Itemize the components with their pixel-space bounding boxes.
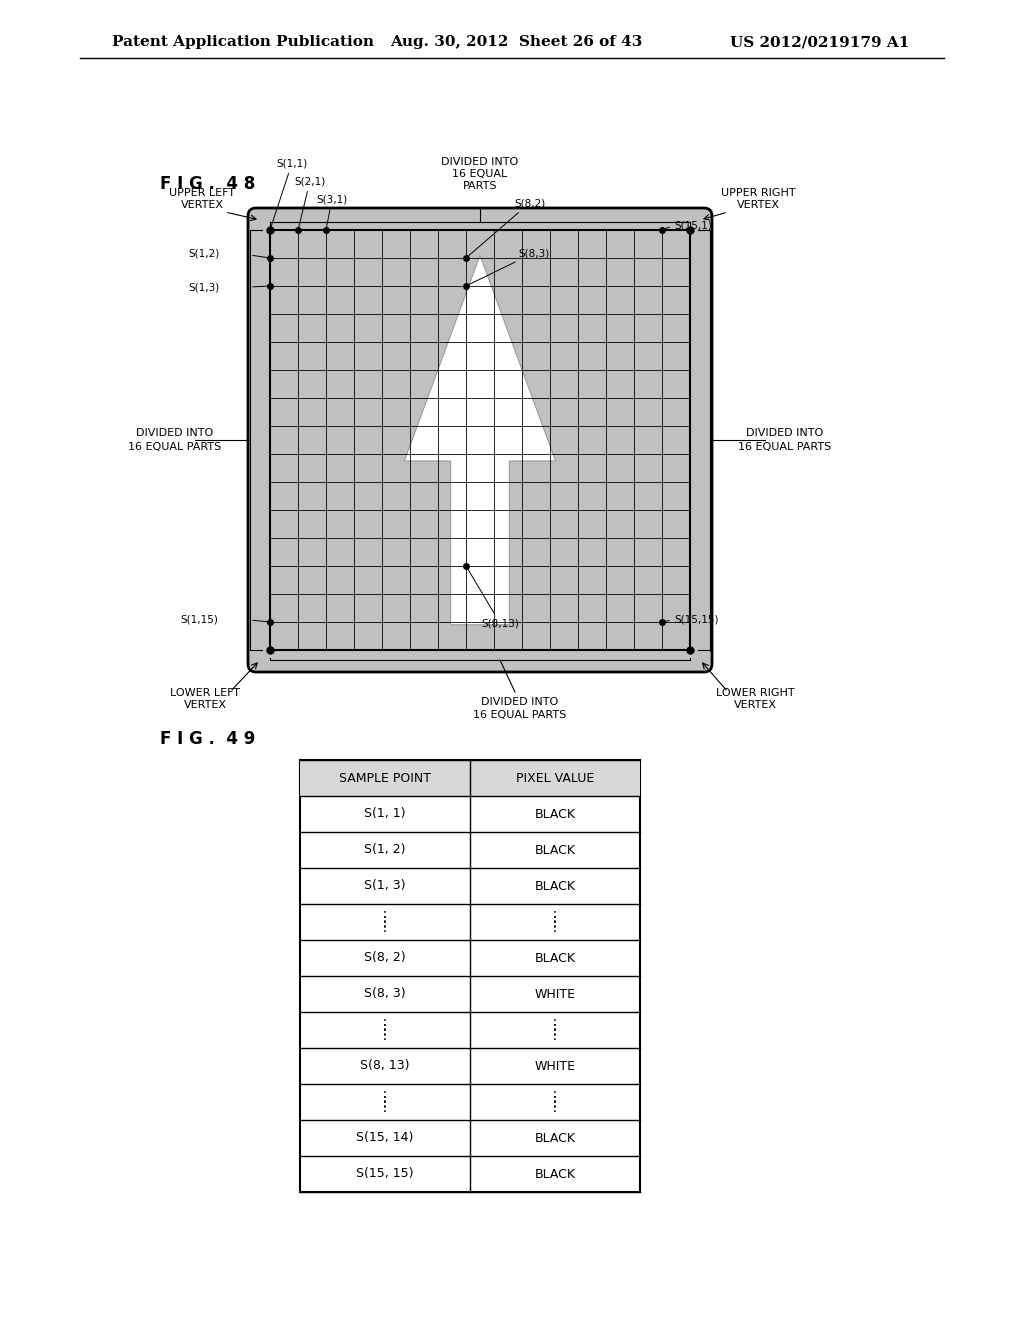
Text: S(1,3): S(1,3) [188,282,219,293]
Text: Aug. 30, 2012  Sheet 26 of 43: Aug. 30, 2012 Sheet 26 of 43 [390,36,642,49]
Text: ⋮: ⋮ [378,920,392,935]
Text: DIVIDED INTO: DIVIDED INTO [441,157,518,168]
Text: WHITE: WHITE [535,987,575,1001]
Text: S(15, 14): S(15, 14) [356,1131,414,1144]
Text: S(8,13): S(8,13) [467,569,519,628]
Text: PIXEL VALUE: PIXEL VALUE [516,771,594,784]
Text: ⋮: ⋮ [548,1018,562,1032]
Text: S(3,1): S(3,1) [316,194,347,227]
Text: S(1,2): S(1,2) [188,248,219,257]
Text: BLACK: BLACK [535,879,575,892]
Text: S(2,1): S(2,1) [294,176,326,227]
Text: S(8,2): S(8,2) [468,198,545,256]
Text: 16 EQUAL PARTS: 16 EQUAL PARTS [473,710,566,719]
Text: ⋮: ⋮ [378,909,392,924]
Text: F I G .  4 8: F I G . 4 8 [160,176,255,193]
Text: DIVIDED INTO: DIVIDED INTO [746,428,823,438]
Text: 16 EQUAL: 16 EQUAL [453,169,508,180]
Text: VERTEX: VERTEX [733,700,776,710]
Text: DIVIDED INTO: DIVIDED INTO [481,697,559,708]
Text: ⋮: ⋮ [378,1090,392,1104]
Text: S(15, 15): S(15, 15) [356,1167,414,1180]
Text: S(1, 1): S(1, 1) [365,808,406,821]
Text: UPPER RIGHT: UPPER RIGHT [721,187,796,198]
Text: ⋮: ⋮ [548,1096,562,1109]
Bar [300,760,640,796]
Text: BLACK: BLACK [535,952,575,965]
Text: VERTEX: VERTEX [183,700,226,710]
Text: ⋮: ⋮ [378,1018,392,1032]
Text: US 2012/0219179 A1: US 2012/0219179 A1 [730,36,909,49]
Text: DIVIDED INTO: DIVIDED INTO [136,428,214,438]
Text: 16 EQUAL PARTS: 16 EQUAL PARTS [738,442,831,451]
Text: S(8, 3): S(8, 3) [365,987,406,1001]
Text: LOWER LEFT: LOWER LEFT [170,688,240,698]
Text: S(15,15): S(15,15) [674,615,719,624]
Text: ⋮: ⋮ [548,1090,562,1104]
Text: ⋮: ⋮ [548,920,562,935]
Text: S(8, 13): S(8, 13) [360,1060,410,1072]
Text: S(1, 3): S(1, 3) [365,879,406,892]
Text: ⋮: ⋮ [548,909,562,924]
Text: F I G .  4 9: F I G . 4 9 [160,730,255,748]
Text: ⋮: ⋮ [378,915,392,929]
Text: VERTEX: VERTEX [736,201,779,210]
FancyBboxPatch shape [248,209,712,672]
Text: ⋮: ⋮ [548,1028,562,1041]
Text: BLACK: BLACK [535,1167,575,1180]
Text: BLACK: BLACK [535,1131,575,1144]
Text: LOWER RIGHT: LOWER RIGHT [716,688,795,698]
Text: S(8,3): S(8,3) [469,248,549,285]
Text: WHITE: WHITE [535,1060,575,1072]
Text: S(15,1): S(15,1) [674,220,712,230]
Text: ⋮: ⋮ [378,1096,392,1109]
Text: 16 EQUAL PARTS: 16 EQUAL PARTS [128,442,221,451]
Text: SAMPLE POINT: SAMPLE POINT [339,771,431,784]
Text: S(1,15): S(1,15) [180,615,218,624]
Polygon shape [404,255,556,624]
Text: S(1,1): S(1,1) [271,158,307,227]
Text: UPPER LEFT: UPPER LEFT [169,187,234,198]
Text: S(1, 2): S(1, 2) [365,843,406,857]
Text: VERTEX: VERTEX [180,201,223,210]
Text: ⋮: ⋮ [378,1023,392,1038]
Text: BLACK: BLACK [535,843,575,857]
Bar [300,760,640,1192]
Text: ⋮: ⋮ [378,1100,392,1114]
Text: Patent Application Publication: Patent Application Publication [112,36,374,49]
Text: ⋮: ⋮ [548,915,562,929]
Text: PARTS: PARTS [463,181,498,191]
Text: S(8, 2): S(8, 2) [365,952,406,965]
Text: ⋮: ⋮ [378,1028,392,1041]
Text: ⋮: ⋮ [548,1023,562,1038]
Text: BLACK: BLACK [535,808,575,821]
Text: ⋮: ⋮ [548,1100,562,1114]
